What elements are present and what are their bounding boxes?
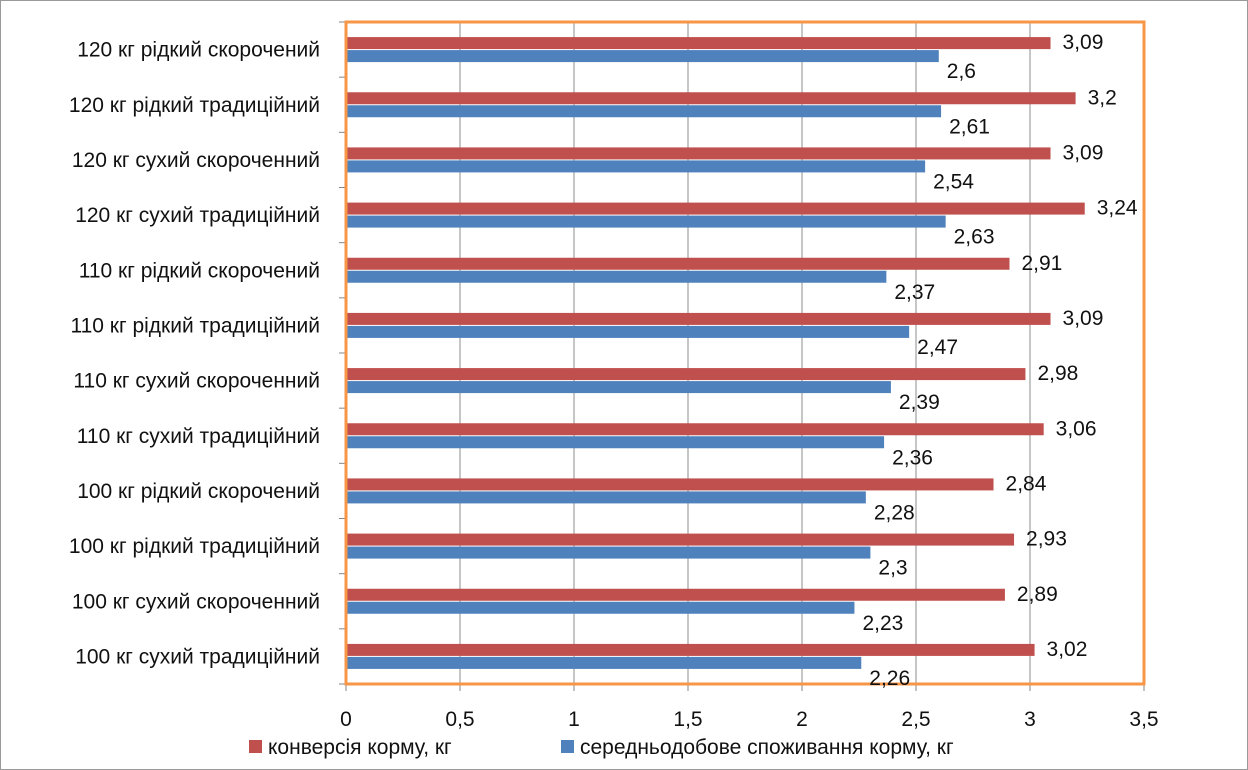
data-label-daily-feed-intake: 2,23 [862,612,903,635]
category-label: 110 кг сухий традиційний [77,425,320,448]
category-label: 120 кг рідкий скорочений [77,39,320,62]
bar-feed-conversion [346,588,1005,601]
data-label-feed-conversion: 2,93 [1026,528,1067,551]
legend-label-daily-feed-intake: середньодобове споживання корму, кг [580,736,954,759]
bar-feed-conversion [346,423,1044,436]
bar-daily-feed-intake [346,601,855,614]
bar-feed-conversion [346,533,1015,546]
data-label-daily-feed-intake: 2,37 [894,281,935,304]
data-label-daily-feed-intake: 2,26 [869,667,910,690]
bar-daily-feed-intake [346,105,942,118]
data-label-daily-feed-intake: 2,28 [874,501,915,524]
bar-daily-feed-intake [346,656,862,669]
data-label-feed-conversion: 2,91 [1021,252,1062,275]
bar-daily-feed-intake [346,491,866,504]
bar-feed-conversion [346,368,1026,381]
bar-daily-feed-intake [346,325,910,338]
bar-feed-conversion [346,478,994,491]
bar-feed-conversion [346,643,1035,656]
data-label-feed-conversion: 3,24 [1097,197,1138,220]
bar-feed-conversion [346,37,1051,50]
data-label-feed-conversion: 2,89 [1017,583,1058,606]
category-label: 110 кг рідкий скорочений [79,259,320,282]
category-label: 100 кг рідкий традиційний [69,535,320,558]
category-label: 120 кг сухий скороченний [72,149,320,172]
bar-daily-feed-intake [346,215,946,228]
category-label: 110 кг сухий скороченний [73,370,320,393]
category-label: 120 кг сухий традиційний [75,204,320,227]
x-tick-label: 2 [796,708,808,731]
x-tick-label: 1 [568,708,580,731]
data-label-feed-conversion: 3,06 [1056,417,1097,440]
data-label-daily-feed-intake: 2,63 [954,226,995,249]
legend-swatch-feed-conversion [249,740,262,753]
data-label-feed-conversion: 2,98 [1037,362,1078,385]
x-tick-label: 0 [340,708,352,731]
category-label: 100 кг рідкий скорочений [77,480,320,503]
data-labels: 3,02 2,26 2,89 2,23 2,93 2,3 2,84 2,28 3,06 2,36 2… [862,31,1137,690]
data-label-daily-feed-intake: 2,61 [949,115,990,138]
plot-area-border [344,20,1146,686]
legend: конверсія корму, кг середньодобове спожив… [249,736,954,759]
category-label: 110 кг рідкий традиційний [70,314,320,337]
data-label-daily-feed-intake: 2,36 [892,446,933,469]
legend-swatch-daily-feed-intake [561,740,574,753]
data-label-daily-feed-intake: 2,39 [899,391,940,414]
category-label: 100 кг сухий скороченний [72,590,320,613]
x-tick-label: 0,5 [445,708,474,731]
data-label-feed-conversion: 3,09 [1063,141,1104,164]
plot-border [344,20,1146,686]
bar-daily-feed-intake [346,436,885,449]
bar-feed-conversion [346,312,1051,325]
bar-feed-conversion [346,92,1076,105]
bar-daily-feed-intake [346,50,939,63]
value-axis-labels: 0 0,5 1 1,5 2 2,5 3 3,5 [340,708,1158,731]
data-label-feed-conversion: 3,2 [1088,86,1117,109]
x-tick-label: 3 [1024,708,1036,731]
data-label-daily-feed-intake: 2,54 [933,170,974,193]
data-label-feed-conversion: 3,02 [1047,638,1088,661]
bar-daily-feed-intake [346,270,887,283]
category-axis-labels: 100 кг сухий традиційний 100 кг сухий ско… [69,39,320,669]
category-label: 100 кг сухий традиційний [75,645,320,668]
data-label-daily-feed-intake: 2,3 [878,557,907,580]
data-label-daily-feed-intake: 2,6 [947,60,976,83]
bar-feed-conversion [346,147,1051,160]
bar-daily-feed-intake [346,160,926,173]
data-label-daily-feed-intake: 2,47 [917,336,958,359]
data-label-feed-conversion: 2,84 [1006,472,1047,495]
category-label: 120 кг рідкий традиційний [69,94,320,117]
data-label-feed-conversion: 3,09 [1063,31,1104,54]
bar-feed-conversion [346,257,1010,270]
bar-daily-feed-intake [346,546,871,559]
legend-label-feed-conversion: конверсія корму, кг [268,736,452,759]
x-tick-label: 2,5 [901,708,930,731]
x-tick-label: 3,5 [1129,708,1158,731]
x-tick-label: 1,5 [673,708,702,731]
bar-daily-feed-intake [346,381,891,394]
gridlines [459,22,1031,684]
bar-series-group [346,37,1085,669]
data-label-feed-conversion: 3,09 [1063,307,1104,330]
bar-feed-conversion [346,202,1085,215]
